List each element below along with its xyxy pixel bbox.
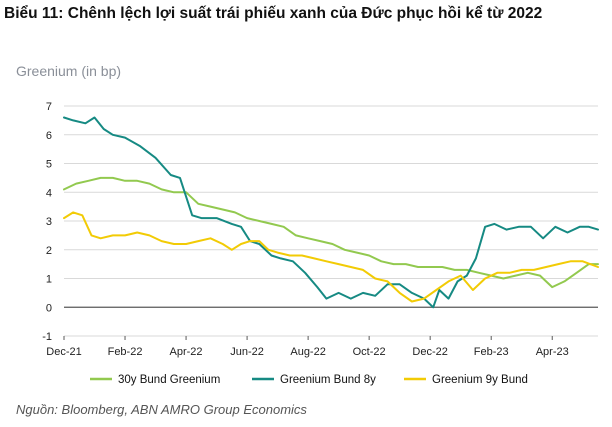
y-axis-title: Greenium (in bp) [16,63,122,79]
legend-label: Greenium 9y Bund [432,374,528,386]
y-tick-label: -1 [42,331,52,343]
y-tick-label: 2 [46,245,52,257]
x-tick-label: Jun-22 [230,346,264,358]
y-tick-label: 5 [46,159,52,171]
legend-label: 30y Bund Greenium [118,374,220,386]
series-line-greenium-9y-bund [63,211,599,303]
y-tick-labels: -1 0 1 2 3 4 5 6 7 [42,101,52,343]
x-tick-label: Dec-22 [412,346,447,358]
y-tick-label: 0 [46,302,52,314]
y-tick-label: 7 [46,101,52,113]
y-tick-label: 6 [46,130,52,142]
chart-title: Biểu 11: Chênh lệch lợi suất trái phiếu … [4,5,543,22]
grid-lines [64,105,598,337]
x-tick-label: Apr-22 [170,346,203,358]
x-tick-label: Apr-23 [536,346,569,358]
y-tick-label: 1 [46,274,52,286]
y-tick-label: 4 [46,187,52,199]
y-tick-label: 3 [46,216,52,228]
source-note: Nguồn: Bloomberg, ABN AMRO Group Economi… [16,402,307,417]
x-tick-labels: Dec-21 Feb-22 Apr-22 Jun-22 Aug-22 Oct-22 Dec-… [46,336,569,358]
x-tick-label: Dec-21 [46,346,81,358]
series-line-30y-bund-greenium [63,176,599,289]
x-tick-label: Feb-22 [108,346,143,358]
series-line-greenium-bund-8y [63,116,599,309]
legend: 30y Bund Greenium Greenium Bund 8y Greeniu… [90,374,528,386]
legend-label: Greenium Bund 8y [280,374,376,386]
x-tick-label: Feb-23 [474,346,509,358]
series-lines [63,116,599,309]
x-tick-label: Oct-22 [353,346,386,358]
x-tick-label: Aug-22 [290,346,325,358]
